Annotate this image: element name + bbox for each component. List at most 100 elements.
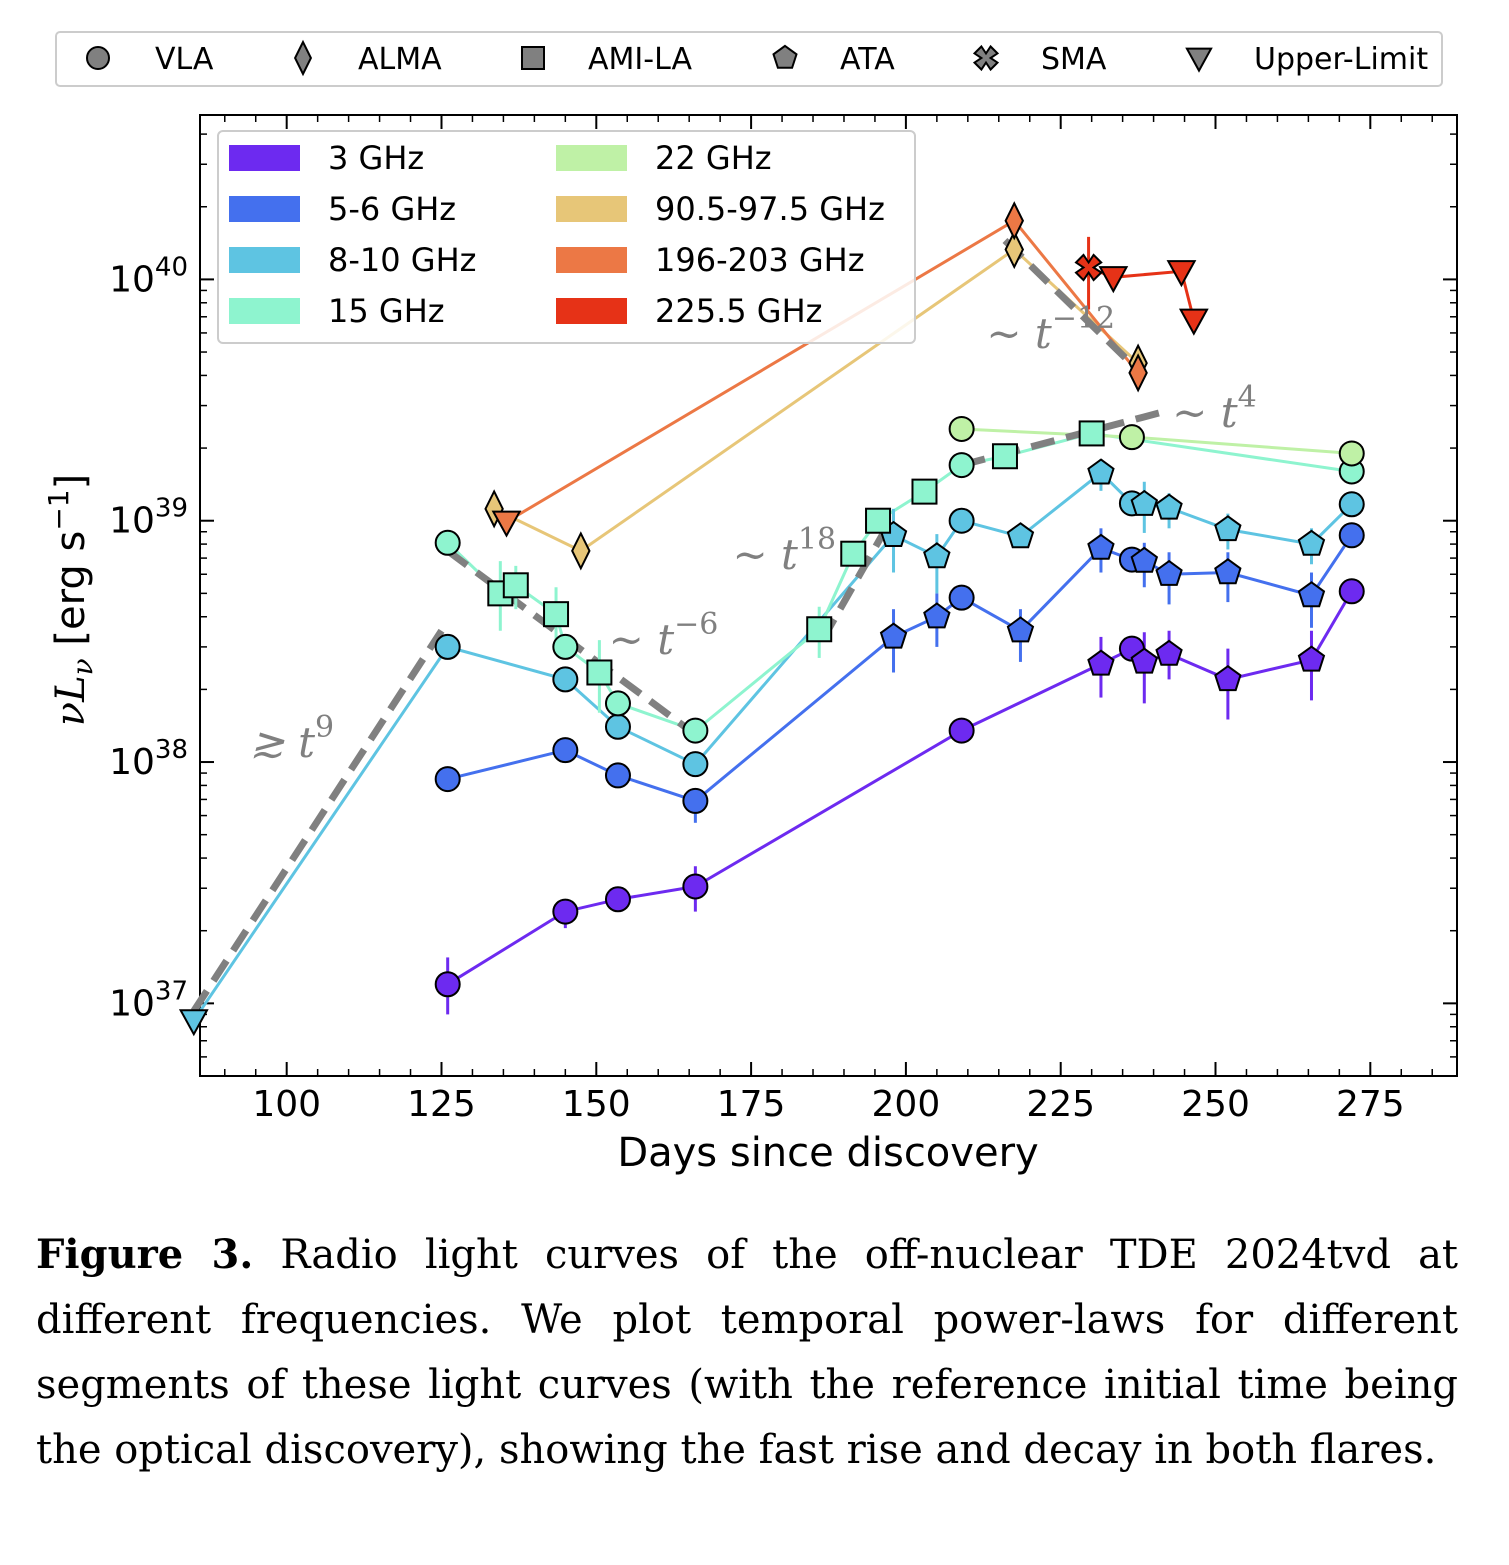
pentagon-marker [1087,649,1115,676]
legend-swatch [556,196,627,222]
circle-marker [552,737,579,764]
pentagon-marker [1214,664,1242,692]
diamond-marker [571,531,591,571]
circle-marker [434,766,461,793]
pentagon-marker [1297,645,1326,672]
legend-x-icon [972,44,1000,72]
plot-frame [199,114,1458,1077]
circle-marker [434,633,461,660]
light-curve-figure: VLA ALMA AMI-LA ATA SMA Upper-Limit 100 125 150… [42,31,1458,1176]
triangle-marker [178,1009,209,1037]
figure-label: Figure 3. [36,1231,254,1278]
series-line-5-6-GHz [447,534,1353,803]
legend-label: ATA [840,42,895,77]
circle-marker [434,529,461,556]
powerlaw-line [190,628,445,1013]
series-line-8-10-GHz [192,470,1353,1022]
x-tick-label: 125 [407,1084,476,1125]
circle-marker [604,690,631,717]
legend-label: 196-203 GHz [655,241,865,279]
legend-swatch [229,145,300,171]
square-marker [806,616,833,643]
square-marker [502,572,529,599]
legend-swatch [229,298,300,324]
x-tick-label: 225 [1026,1084,1095,1125]
legend-triangle-icon [1185,47,1213,73]
powerlaw-line [819,518,894,642]
y-tick-label: 1040 [109,252,188,300]
circle-marker [948,507,975,534]
legend-pentagon-icon [772,44,798,69]
circle-marker [948,415,975,442]
legend-circle-icon [86,46,110,70]
legend-label: VLA [155,42,214,77]
y-tick-label: 1038 [109,735,188,783]
triangle-marker [1178,308,1209,336]
powerlaw-label: ~ t18 [733,522,837,579]
circle-marker [1338,491,1365,518]
frequency-legend: 3 GHz 5-6 GHz 8-10 GHz 15 GHz 22 GHz 90.5-97.… [217,130,916,344]
square-marker [911,478,938,505]
legend-label: 3 GHz [328,139,424,177]
circle-marker [552,633,579,660]
powerlaw-label: ~ t−12 [986,301,1115,358]
pentagon-marker [1006,522,1035,549]
series-line-90-5-97-5-GHz [493,247,1140,553]
x-axis-label: Days since discovery [617,1130,1038,1176]
legend-label: Upper-Limit [1254,42,1428,77]
powerlaw-labels: ≳ t9 ~ t−6~ t18 ~ t4 ~ t−12 [250,301,1257,767]
legend-swatch [556,247,627,273]
triangle-marker [491,510,522,538]
powerlaw-line [1002,237,1141,373]
diamond-marker [1128,353,1148,393]
pentagon-marker [1155,493,1183,520]
pentagon-marker [1087,458,1115,485]
figure-caption: Figure 3. Radio light curves of the off-… [36,1222,1458,1483]
pentagon-marker [923,542,951,569]
y-axis-label: νLν [erg s−1] [42,474,99,726]
pentagon-marker [1297,581,1326,608]
circle-marker [604,886,631,913]
pentagon-marker [923,602,951,629]
circle-marker [682,751,709,778]
circle-marker [552,898,579,925]
x-tick-label: 175 [717,1084,786,1125]
pentagon-marker [1130,546,1159,573]
circle-marker [682,717,709,744]
legend-label: AMI-LA [588,42,692,77]
legend-label: 90.5-97.5 GHz [655,190,885,228]
circle-marker [1338,522,1365,549]
circle-marker [604,762,631,789]
data-markers [178,201,1365,1037]
circle-marker [434,971,461,998]
square-marker [543,601,570,628]
y-tick-label: 1037 [109,976,188,1024]
circle-marker [1338,440,1365,467]
square-marker [1078,420,1105,447]
pentagon-marker [1130,647,1159,674]
square-marker [991,443,1018,470]
legend-label: 8-10 GHz [328,241,476,279]
legend-label: ALMA [358,42,442,77]
circle-marker [682,873,709,900]
error-bars [446,236,1313,1015]
pentagon-marker [879,622,908,649]
x-tick-label: 150 [562,1084,631,1125]
x-tick-label: 275 [1336,1084,1405,1125]
legend-label: 15 GHz [328,292,445,330]
square-marker [586,659,613,686]
x-tick-label: 200 [872,1084,941,1125]
circle-marker [948,717,975,744]
powerlaw-label: ≳ t9 [250,710,335,767]
x-marker [1074,253,1103,282]
pentagon-marker [1155,559,1183,586]
triangle-marker [1166,260,1197,288]
legend-label: 5-6 GHz [328,190,456,228]
series-line-3-GHz [446,590,1353,986]
powerlaw-label: ~ t4 [1172,380,1257,437]
square-marker [865,507,892,534]
legend-label: 225.5 GHz [655,292,822,330]
y-tick-label: 1039 [109,494,188,542]
legend-label: 22 GHz [655,139,772,177]
legend-swatch [556,145,627,171]
